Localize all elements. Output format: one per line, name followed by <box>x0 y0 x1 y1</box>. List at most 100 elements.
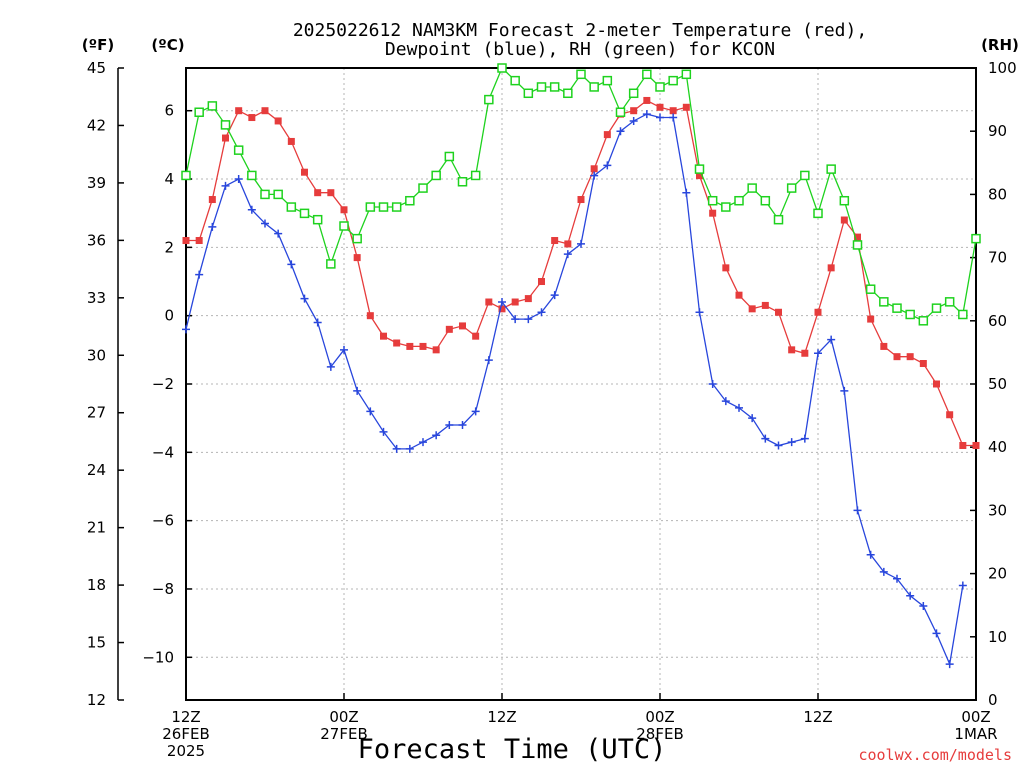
rh-point <box>905 309 915 320</box>
rh-point <box>602 75 613 86</box>
rh-point <box>470 170 481 181</box>
rh-tick-label: 60 <box>988 312 1007 330</box>
rh-point <box>457 177 468 187</box>
rh-tick-label: 100 <box>988 59 1017 77</box>
rh-point <box>273 189 283 200</box>
2-meter-temperature-point <box>867 315 875 323</box>
axes: 121518212427303336394245−10−8−6−4−202460… <box>87 59 1017 760</box>
2-meter-temperature-point <box>775 308 782 316</box>
rh-point <box>760 195 771 206</box>
rh-series <box>181 63 981 326</box>
rh-point <box>852 240 863 250</box>
x-tick-label: 2025 <box>167 742 205 760</box>
dewpoint-point <box>879 567 888 576</box>
2-meter-temperature-point <box>432 346 440 354</box>
dewpoint-point <box>366 407 375 416</box>
rh-point <box>971 233 981 244</box>
dewpoint-point <box>840 386 849 395</box>
rh-point <box>642 69 652 80</box>
2-meter-temperature-point <box>577 196 585 204</box>
2-meter-temperature-point <box>643 96 651 104</box>
2-meter-temperature-point <box>393 339 401 347</box>
2-meter-temperature-point <box>380 332 387 340</box>
2-meter-temperature-point <box>748 305 756 313</box>
2-meter-temperature-point <box>959 441 967 449</box>
x-axis-title: Forecast Time (UTC) <box>358 734 667 765</box>
2-meter-temperature-point <box>340 206 348 214</box>
2-meter-temperature-point <box>696 172 703 180</box>
dewpoint-point <box>221 181 230 190</box>
2-meter-temperature-point <box>827 264 835 272</box>
rh-point <box>352 233 362 244</box>
fahrenheit-tick-label: 12 <box>87 691 106 709</box>
rh-point <box>826 164 836 174</box>
2-meter-temperature-point <box>551 237 559 245</box>
rh-point <box>312 214 323 225</box>
dewpoint-point <box>616 127 625 136</box>
2-meter-temperature-point <box>445 325 453 333</box>
2-meter-temperature-point <box>682 103 690 111</box>
rh-point <box>655 82 665 92</box>
dewpoint-point <box>484 356 493 365</box>
dewpoint-series <box>182 110 967 669</box>
celsius-tick-label: −6 <box>152 512 174 530</box>
2-meter-temperature-point <box>327 189 335 197</box>
2-meter-temperature-point <box>814 308 822 316</box>
dewpoint-point <box>656 113 664 122</box>
2-meter-temperature-point <box>287 137 295 145</box>
rh-point <box>918 316 929 326</box>
fahrenheit-tick-label: 27 <box>87 404 106 422</box>
rh-point <box>523 88 534 99</box>
dewpoint-point <box>827 335 836 344</box>
2-meter-temperature-point <box>656 103 664 111</box>
dewpoint-point <box>629 116 638 125</box>
2-meter-temperature-point <box>972 441 980 449</box>
dewpoint-point <box>182 325 190 334</box>
rh-point <box>391 202 402 212</box>
2-meter-temperature-point <box>669 107 677 115</box>
rh-point <box>576 69 586 80</box>
rh-point <box>839 195 850 206</box>
fahrenheit-tick-label: 45 <box>87 59 106 77</box>
dewpoint-point <box>590 171 599 180</box>
dewpoint-point <box>800 434 809 443</box>
dewpoint-point <box>498 298 506 307</box>
2-meter-temperature-series <box>182 96 980 449</box>
2-meter-temperature-point <box>261 107 269 115</box>
2-meter-temperature-point <box>353 254 361 262</box>
dewpoint-point <box>958 581 967 590</box>
x-tick-label: 27FEB <box>320 725 367 743</box>
rh-tick-label: 40 <box>988 438 1007 456</box>
fahrenheit-tick-label: 21 <box>87 519 106 537</box>
rh-point <box>773 214 784 225</box>
rh-point <box>563 88 573 99</box>
dewpoint-point <box>287 260 296 269</box>
dewpoint-point <box>234 175 243 184</box>
x-tick-label: 12Z <box>171 708 200 726</box>
rh-point <box>734 195 744 206</box>
dewpoint-point <box>563 250 572 259</box>
rh-tick-label: 70 <box>988 249 1007 267</box>
chart-title-line-1: 2025022612 NAM3KM Forecast 2-meter Tempe… <box>293 20 867 41</box>
dewpoint-point <box>774 441 783 450</box>
dewpoint-point <box>247 205 256 214</box>
celsius-tick-label: −4 <box>152 443 174 461</box>
rh-point <box>378 202 389 212</box>
x-tick-label: 28FEB <box>636 725 683 743</box>
rh-point <box>865 284 876 294</box>
rh-point <box>233 145 244 155</box>
dewpoint-point <box>748 414 757 423</box>
2-meter-temperature-point <box>524 295 532 303</box>
rh-point <box>339 221 349 231</box>
rh-point <box>892 303 902 313</box>
dewpoint-point <box>682 188 691 197</box>
2-meter-temperature-point <box>906 353 914 361</box>
rh-point <box>628 88 639 99</box>
rh-point <box>786 183 797 193</box>
grid-lines <box>186 68 976 700</box>
dewpoint-point <box>511 315 520 324</box>
2-meter-temperature-point <box>235 107 243 115</box>
rh-point <box>549 82 560 92</box>
2-meter-temperature-point <box>208 196 216 204</box>
dewpoint-point <box>300 294 309 303</box>
